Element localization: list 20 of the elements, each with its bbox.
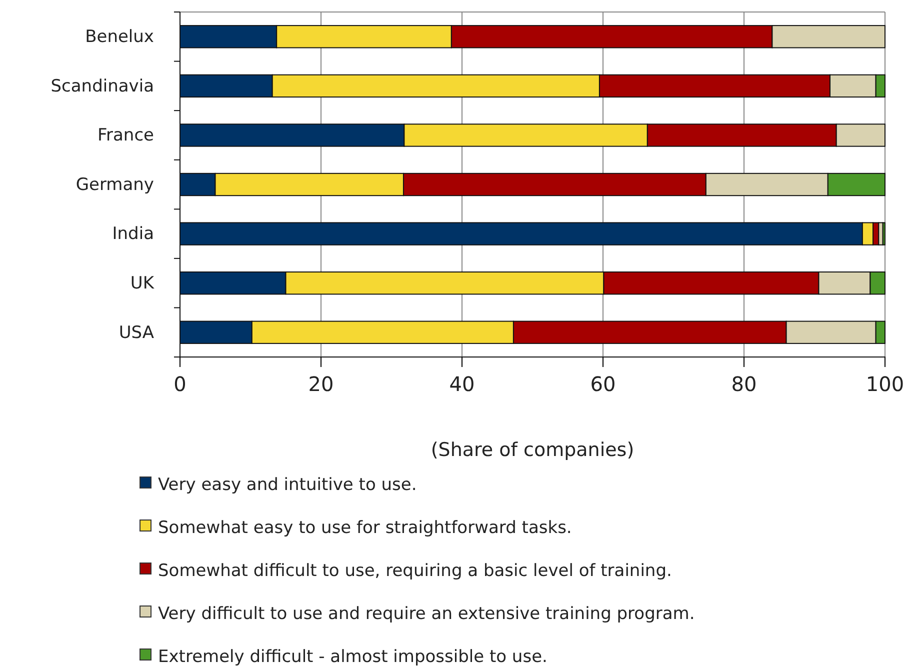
legend-label: Somewhat easy to use for straightforward tasks. — [158, 518, 572, 538]
y-tick-label: Germany — [76, 174, 154, 195]
y-tick-label: India — [112, 224, 154, 244]
legend-label: Very easy and intuitive to use. — [158, 475, 417, 495]
y-tick-label: UK — [130, 274, 155, 294]
x-tick-label: 100 — [866, 372, 904, 396]
y-tick-label: Scandinavia — [50, 76, 154, 96]
x-tick-label: 60 — [590, 372, 616, 396]
x-tick-label: 20 — [308, 372, 334, 396]
x-tick-label: 40 — [449, 372, 475, 396]
bar — [882, 222, 886, 246]
x-axis-title: (Share of companies) — [430, 439, 634, 461]
legend-label: Very difficult to use and require an extensive training program. — [158, 604, 695, 624]
y-tick-label: USA — [118, 322, 154, 343]
y-tick-label: Benelux — [85, 27, 154, 48]
x-tick-label: 80 — [731, 372, 757, 396]
y-tick-label: France — [97, 126, 154, 146]
legend-label: Extremely difficult - almost impossible to use. — [158, 647, 548, 667]
legend-label: Somewhat difficult to use, requiring a basic level of training. — [158, 561, 672, 581]
x-tick-label: 0 — [174, 372, 186, 396]
